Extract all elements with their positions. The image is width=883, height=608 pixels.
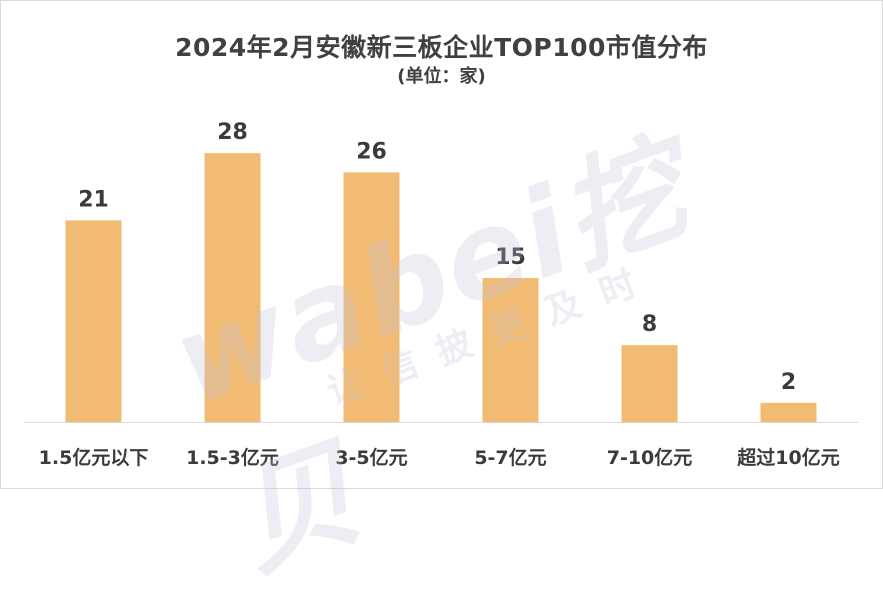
data-label: 28 — [217, 120, 248, 145]
data-label: 15 — [495, 245, 526, 270]
bar — [204, 153, 261, 422]
data-label: 26 — [356, 139, 387, 164]
data-label: 8 — [642, 312, 657, 337]
x-tick-label: 5-7亿元 — [474, 446, 546, 469]
x-tick-label: 1.5亿元以下 — [39, 446, 149, 469]
bar — [65, 220, 122, 422]
chart-subtitle: (单位：家) — [397, 66, 486, 87]
bar — [621, 345, 678, 422]
bar — [482, 278, 539, 422]
bar — [343, 172, 400, 422]
x-tick-label: 超过10亿元 — [736, 446, 839, 469]
x-tick-label: 1.5-3亿元 — [186, 446, 279, 469]
x-tick-label: 7-10亿元 — [607, 446, 693, 469]
data-label: 2 — [781, 370, 796, 395]
chart-title: 2024年2月安徽新三板企业TOP100市值分布 — [175, 33, 708, 62]
bar — [760, 402, 817, 422]
bar-chart: 21 1.5亿元以下 28 1.5-3亿元 26 3-5亿元 15 5-7亿元 8 7-10亿元 2… — [24, 120, 858, 469]
data-label: 21 — [78, 187, 109, 212]
x-tick-label: 3-5亿元 — [335, 446, 407, 469]
